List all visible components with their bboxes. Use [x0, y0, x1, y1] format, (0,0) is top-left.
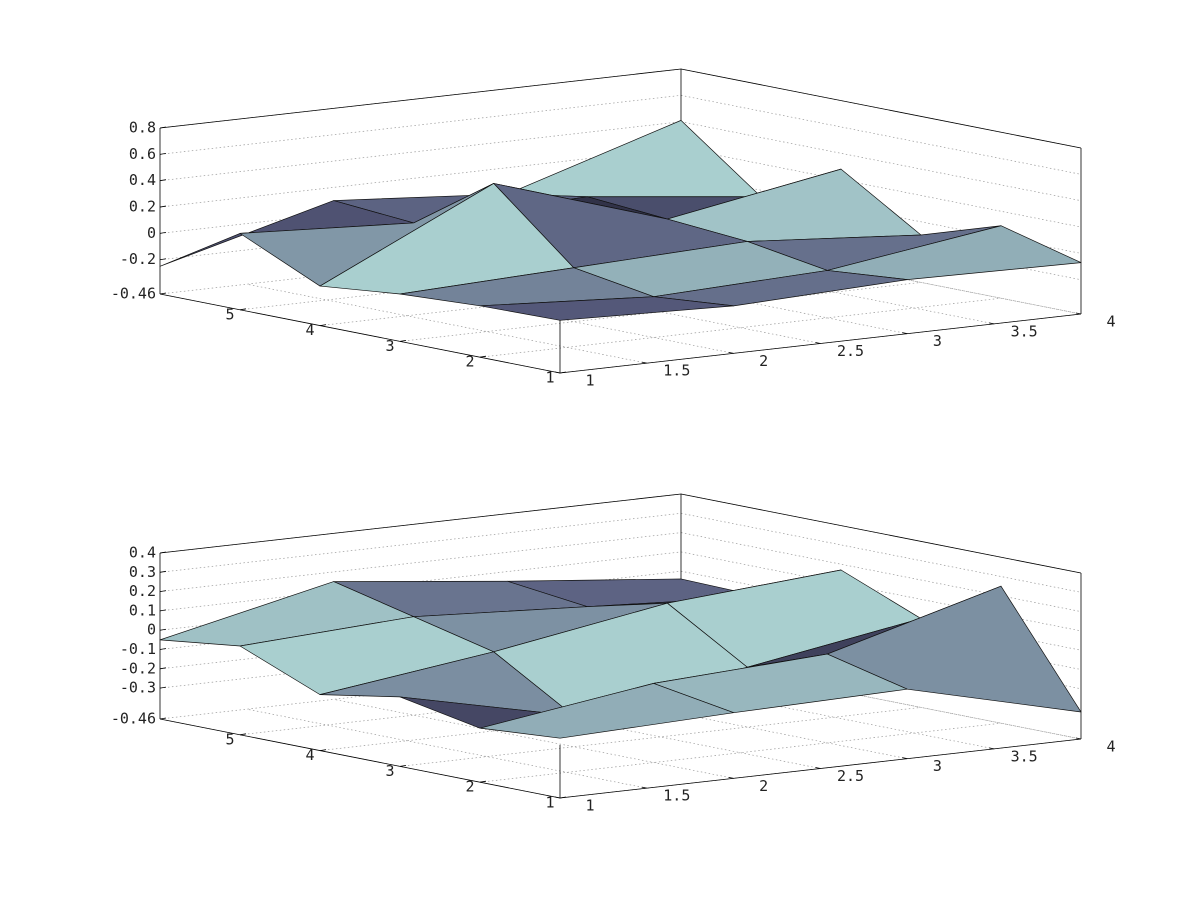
grid-line: [479, 722, 1002, 783]
x-tick-label: 3: [933, 757, 942, 775]
z-tick-label: 0.3: [129, 563, 156, 581]
x-tick-label: 1.5: [663, 787, 690, 805]
y-tick-label: 4: [305, 321, 314, 339]
z-tick: [159, 205, 167, 208]
z-tick: [159, 152, 167, 155]
y-tick-label: 4: [305, 746, 314, 764]
y-tick-label: 3: [385, 762, 394, 780]
z-tick: [159, 570, 167, 573]
axis-edge: [159, 68, 682, 129]
surface-patch: [479, 296, 735, 321]
z-tick: [159, 648, 167, 650]
axis-edge: [559, 313, 1082, 374]
x-tick-label: 4: [1106, 738, 1115, 756]
z-tick-label: 0.1: [129, 601, 156, 619]
z-tick: [159, 179, 167, 182]
x-tick-label: 3.5: [1011, 747, 1038, 765]
grid-line: [399, 282, 922, 342]
x-tick-label: 3.5: [1011, 322, 1038, 340]
y-tick-label: 1: [545, 369, 554, 387]
z-tick: [159, 590, 167, 592]
z-tick-label: 0.6: [129, 145, 156, 163]
axis-edge: [159, 493, 682, 554]
z-tick-label: -0.46: [111, 710, 156, 728]
axis-edge: [680, 68, 1082, 149]
z-tick-label: -0.46: [111, 285, 156, 303]
x-tick-label: 3: [933, 332, 942, 350]
grid-line: [680, 95, 1082, 175]
z-tick-label: 0: [147, 224, 156, 242]
z-tick-label: 0.4: [129, 544, 156, 562]
z-tick-label: 0.2: [129, 198, 156, 216]
grid-line: [680, 512, 1082, 593]
surface-patch: [479, 683, 735, 739]
grid-line: [479, 297, 1002, 358]
z-tick: [159, 628, 167, 631]
z-tick: [159, 686, 167, 689]
z-tick: [159, 232, 167, 234]
surface-plot: -0.46 -0.3 -0.2-0.10 0.10.20.30.4 1 1.5 2 2.5 3 3…: [111, 493, 1116, 815]
x-tick-label: 4: [1106, 313, 1115, 331]
z-tick-label: 0.8: [129, 119, 156, 137]
x-tick-label: 2.5: [837, 342, 864, 360]
y-tick-label: 5: [225, 730, 234, 748]
axis-edge: [159, 718, 561, 799]
x-tick-label: 2: [759, 352, 768, 370]
z-tick-label: 0.2: [129, 582, 156, 600]
y-tick-label: 2: [465, 353, 474, 371]
z-tick: [159, 609, 167, 612]
axis-edge: [680, 493, 1082, 574]
y-tick-label: 2: [465, 778, 474, 796]
x-tick-label: 2.5: [837, 767, 864, 785]
x-tick-label: 1: [585, 797, 594, 815]
z-tick-label: -0.2: [120, 659, 156, 677]
x-tick-label: 1: [585, 372, 594, 390]
y-tick-label: 1: [545, 794, 554, 812]
x-tick-label: 2: [759, 777, 768, 795]
surface-patch: [506, 120, 762, 198]
grid-line: [159, 95, 682, 155]
z-tick-label: -0.2: [120, 250, 156, 268]
grid-line: [159, 512, 682, 573]
z-tick: [159, 667, 167, 670]
z-tick: [159, 258, 167, 261]
grid-line: [159, 551, 682, 612]
x-tick-label: 1.5: [663, 362, 690, 380]
z-tick-label: 0: [147, 621, 156, 639]
z-tick-label: -0.3: [120, 679, 156, 697]
y-tick-label: 5: [225, 305, 234, 323]
surface-plot: -0.46 -0.2 0 0.2 0.4 0.6 0.8 1 1.5 2 2.5 3 3.5 4 1 2 3 4 5: [111, 68, 1116, 390]
grid-line: [399, 707, 922, 767]
grid-line: [159, 532, 682, 592]
z-tick-label: -0.1: [120, 640, 156, 658]
y-tick-label: 3: [385, 337, 394, 355]
z-tick-label: 0.4: [129, 171, 156, 189]
grid-line: [159, 121, 682, 182]
axis-edge: [159, 293, 561, 374]
axis-edge: [559, 738, 1082, 799]
